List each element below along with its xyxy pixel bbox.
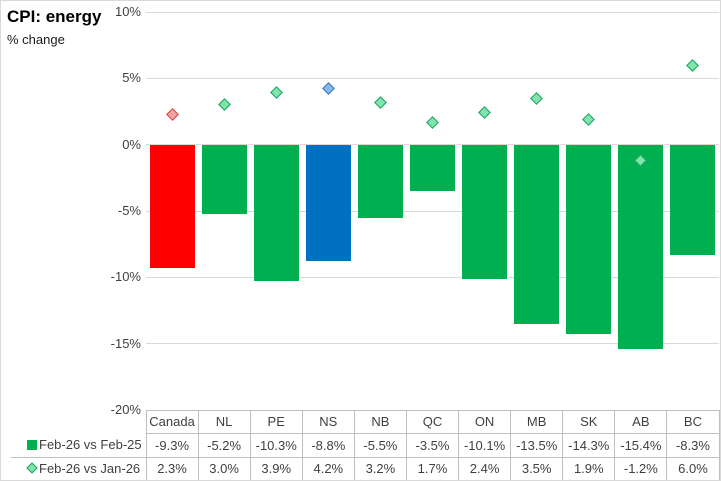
table-cell: 3.2%	[365, 461, 396, 476]
bar-bc	[670, 144, 716, 255]
table-border	[146, 410, 719, 411]
table-cell: -8.8%	[311, 438, 346, 453]
table-cell: 3.9%	[261, 461, 292, 476]
table-header-cell: ON	[474, 414, 495, 429]
table-cell: -5.2%	[207, 438, 242, 453]
table-border	[146, 433, 719, 434]
y-axis-label: 10%	[114, 4, 141, 19]
table-border	[562, 410, 564, 480]
diamond-marker-nb	[374, 95, 387, 109]
table-header-cell: BC	[683, 414, 702, 429]
table-cell: -3.5%	[415, 438, 450, 453]
table-cell: -9.3%	[155, 438, 190, 453]
table-cell: -1.2%	[623, 461, 658, 476]
table-cell: -8.3%	[675, 438, 710, 453]
bar-on	[462, 144, 508, 279]
table-cell: 4.2%	[313, 461, 344, 476]
y-axis-label: -20%	[110, 402, 141, 417]
table-header-cell: NL	[215, 414, 233, 429]
table-header-cell: NB	[371, 414, 390, 429]
diamond-marker-nl	[217, 98, 231, 112]
table-cell: 3.0%	[209, 461, 239, 476]
diamond-marker-pe	[269, 86, 283, 100]
table-border	[145, 410, 147, 480]
table-border	[614, 410, 616, 480]
legend-diamond-icon	[26, 462, 38, 474]
table-header-cell: Canada	[149, 414, 195, 429]
bar-qc	[410, 144, 455, 192]
bar-ns	[305, 144, 351, 262]
y-axis-label: 5%	[122, 70, 141, 86]
diamond-marker-mb	[530, 91, 544, 105]
diamond-marker-bc	[686, 58, 700, 72]
table-cell: 6.0%	[678, 461, 708, 476]
table-border	[11, 457, 719, 458]
table-border	[666, 410, 668, 480]
bar-canada	[149, 144, 195, 269]
gridline	[146, 77, 719, 79]
table-cell: 2.3%	[157, 461, 187, 476]
bar-pe	[253, 144, 299, 282]
legend-item-label: Feb-26 vs Feb-25	[39, 437, 142, 452]
table-cell: -10.3%	[255, 438, 297, 453]
y-axis-label: -10%	[110, 269, 141, 285]
table-border	[353, 410, 355, 480]
y-axis-label: -15%	[110, 335, 141, 351]
table-border	[197, 410, 199, 480]
table-border	[405, 410, 407, 480]
table-header-cell: SK	[580, 414, 598, 429]
table-border	[458, 410, 460, 480]
bar-nl	[201, 144, 247, 214]
table-cell: -14.3%	[568, 438, 610, 453]
diamond-marker-on	[478, 106, 491, 120]
table-cell: 1.7%	[417, 461, 448, 476]
table-header-cell: QC	[422, 414, 443, 429]
table-border	[510, 410, 512, 480]
table-border	[301, 410, 303, 480]
gridline	[146, 343, 719, 345]
table-cell: 1.9%	[573, 461, 604, 476]
chart-title: CPI: energy	[7, 7, 102, 26]
bar-ab	[618, 144, 664, 349]
table-header-cell: AB	[632, 414, 650, 429]
bar-sk	[566, 144, 612, 335]
table-cell: 3.5%	[521, 461, 552, 476]
table-cell: -13.5%	[516, 438, 558, 453]
diamond-marker-qc	[426, 115, 439, 129]
table-header-cell: PE	[267, 414, 285, 429]
bar-nb	[357, 144, 403, 218]
table-border	[718, 410, 720, 480]
diamond-marker-sk	[582, 113, 596, 126]
table-header-cell: NS	[319, 414, 338, 429]
bar-mb	[514, 144, 560, 324]
y-axis-label: 0%	[122, 136, 141, 152]
table-cell: 2.4%	[469, 461, 500, 476]
table-border	[249, 410, 251, 480]
legend-item-label: Feb-26 vs Jan-26	[39, 460, 141, 476]
y-axis-label: -5%	[117, 203, 141, 218]
diamond-marker-ns	[321, 82, 335, 96]
table-cell: -15.4%	[620, 438, 662, 453]
legend-square-icon	[27, 440, 37, 450]
gridline	[146, 276, 719, 278]
gridline	[146, 210, 719, 212]
gridline	[146, 11, 719, 13]
chart-subtitle: % change	[7, 32, 65, 47]
table-cell: -5.5%	[363, 438, 398, 453]
table-header-cell: MB	[526, 414, 547, 429]
table-cell: -10.1%	[463, 438, 506, 453]
diamond-marker-canada	[165, 107, 179, 121]
